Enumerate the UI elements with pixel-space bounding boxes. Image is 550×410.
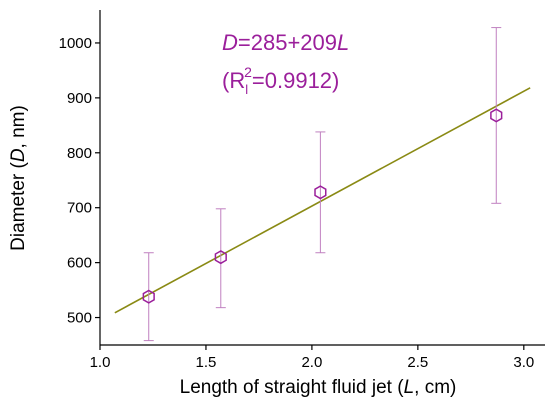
x-tick-label: 2.5 <box>407 354 428 371</box>
plot-area: 500 600 700 800 900 1000 1.0 1.5 2.0 2.5 3.0 <box>59 10 545 371</box>
fit-line <box>114 87 531 314</box>
error-bars <box>143 27 502 342</box>
y-tick-label: 800 <box>67 145 92 162</box>
y-ticks: 500 600 700 800 900 1000 <box>59 35 100 327</box>
fit-equation: D=285+209L <box>222 30 349 55</box>
y-tick-label: 900 <box>67 90 92 107</box>
y-tick-label: 600 <box>67 255 92 272</box>
data-point-marker <box>214 250 227 265</box>
y-axis-title: Diameter (D, nm) <box>8 105 29 251</box>
x-axis-title: Length of straight fluid jet (L, cm) <box>180 377 457 398</box>
data-point-marker <box>314 185 327 200</box>
x-tick-label: 1.5 <box>196 354 217 371</box>
x-tick-label: 3.0 <box>513 354 534 371</box>
x-tick-label: 2.0 <box>301 354 322 371</box>
y-tick-label: 1000 <box>59 35 92 52</box>
y-tick-label: 700 <box>67 200 92 217</box>
x-tick-label: 1.0 <box>90 354 111 371</box>
data-point-marker <box>490 108 503 123</box>
data-markers <box>142 108 503 304</box>
r-squared: (Rl2=0.9912) <box>222 64 339 97</box>
x-ticks: 1.0 1.5 2.0 2.5 3.0 <box>90 345 534 371</box>
y-tick-label: 500 <box>67 310 92 327</box>
data-point-marker <box>142 289 155 304</box>
